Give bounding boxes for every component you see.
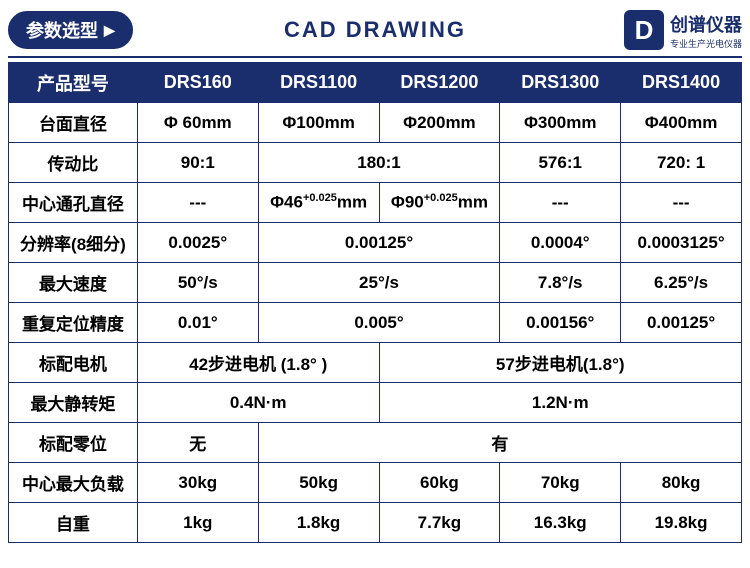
page-title: CAD DRAWING [284,17,466,43]
row-label: 中心通孔直径 [9,183,138,223]
cell: 0.0004° [500,223,621,263]
cell: 0.00156° [500,303,621,343]
cell: 0.00125° [621,303,742,343]
cell: 0.005° [258,303,500,343]
cell: --- [621,183,742,223]
logo-letter: D [635,15,654,46]
cell: 50kg [258,463,379,503]
table-header-row: 产品型号 DRS160 DRS1100 DRS1200 DRS1300 DRS1… [9,63,742,103]
cell: 有 [258,423,741,463]
cell: Φ300mm [500,103,621,143]
brand-logo: D 创谱仪器 专业生产光电仪器 [624,10,742,50]
cell: 1.8kg [258,503,379,543]
cell: --- [500,183,621,223]
cell: 19.8kg [621,503,742,543]
table-row: 标配电机42步进电机 (1.8° )57步进电机(1.8°) [9,343,742,383]
cell: Φ 60mm [137,103,258,143]
table-row: 台面直径Φ 60mmΦ100mmΦ200mmΦ300mmΦ400mm [9,103,742,143]
table-row: 重复定位精度0.01°0.005°0.00156°0.00125° [9,303,742,343]
model-header: DRS1400 [621,63,742,103]
cell: Φ46+0.025mm [258,183,379,223]
cell: Φ200mm [379,103,500,143]
cell: Φ400mm [621,103,742,143]
table-row: 中心通孔直径---Φ46+0.025mmΦ90+0.025mm------ [9,183,742,223]
row-label: 最大静转矩 [9,383,138,423]
cell: 25°/s [258,263,500,303]
logo-icon: D [624,10,664,50]
play-icon: ▶ [104,22,115,39]
cell: 1.2N·m [379,383,742,423]
table-row: 标配零位无有 [9,423,742,463]
cell: 180:1 [258,143,500,183]
badge-text: 参数选型 [26,17,98,43]
row-label: 台面直径 [9,103,138,143]
row-label: 自重 [9,503,138,543]
cell: 0.0025° [137,223,258,263]
cell: 720: 1 [621,143,742,183]
table-row: 分辨率(8细分)0.0025°0.00125°0.0004°0.0003125° [9,223,742,263]
logo-main: 创谱仪器 [670,11,742,37]
cell: 1kg [137,503,258,543]
table-row: 最大速度50°/s25°/s7.8°/s6.25°/s [9,263,742,303]
table-body: 台面直径Φ 60mmΦ100mmΦ200mmΦ300mmΦ400mm传动比90:… [9,103,742,543]
cell: 60kg [379,463,500,503]
divider [8,56,742,58]
table-row: 传动比90:1180:1576:1720: 1 [9,143,742,183]
cell: 0.01° [137,303,258,343]
cell: 0.00125° [258,223,500,263]
cell: 57步进电机(1.8°) [379,343,742,383]
cell: 16.3kg [500,503,621,543]
param-badge: 参数选型 ▶ [8,11,133,49]
spec-table: 产品型号 DRS160 DRS1100 DRS1200 DRS1300 DRS1… [8,62,742,543]
cell: 无 [137,423,258,463]
cell: 42步进电机 (1.8° ) [137,343,379,383]
cell: 80kg [621,463,742,503]
cell: 7.7kg [379,503,500,543]
cell: 7.8°/s [500,263,621,303]
cell: 576:1 [500,143,621,183]
row-label: 中心最大负载 [9,463,138,503]
cell: 50°/s [137,263,258,303]
cell: 70kg [500,463,621,503]
row-label: 标配零位 [9,423,138,463]
header: 参数选型 ▶ CAD DRAWING D 创谱仪器 专业生产光电仪器 [8,8,742,52]
cell: 90:1 [137,143,258,183]
logo-text: 创谱仪器 专业生产光电仪器 [670,11,742,50]
header-label: 产品型号 [9,63,138,103]
cell: 0.4N·m [137,383,379,423]
cell: 6.25°/s [621,263,742,303]
table-row: 自重1kg1.8kg7.7kg16.3kg19.8kg [9,503,742,543]
cell: --- [137,183,258,223]
row-label: 重复定位精度 [9,303,138,343]
row-label: 分辨率(8细分) [9,223,138,263]
model-header: DRS1200 [379,63,500,103]
cell: 30kg [137,463,258,503]
model-header: DRS1300 [500,63,621,103]
cell: Φ90+0.025mm [379,183,500,223]
row-label: 传动比 [9,143,138,183]
cell: Φ100mm [258,103,379,143]
row-label: 最大速度 [9,263,138,303]
table-row: 中心最大负载30kg50kg60kg70kg80kg [9,463,742,503]
logo-sub: 专业生产光电仪器 [670,37,742,50]
model-header: DRS160 [137,63,258,103]
row-label: 标配电机 [9,343,138,383]
cell: 0.0003125° [621,223,742,263]
model-header: DRS1100 [258,63,379,103]
table-row: 最大静转矩0.4N·m1.2N·m [9,383,742,423]
